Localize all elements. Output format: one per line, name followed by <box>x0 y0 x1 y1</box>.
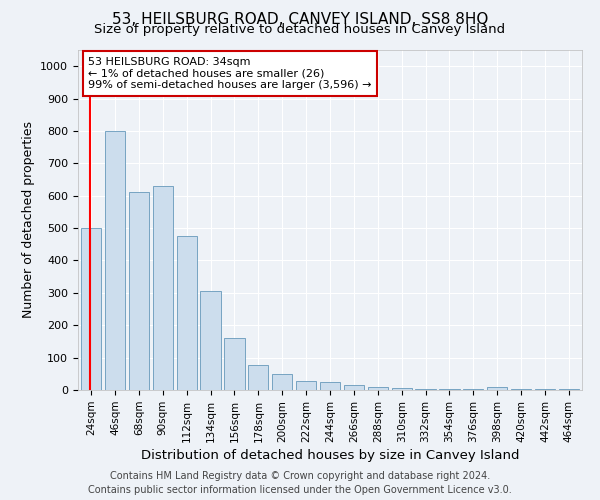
Bar <box>487 387 508 390</box>
Bar <box>105 131 125 390</box>
Text: Contains HM Land Registry data © Crown copyright and database right 2024.
Contai: Contains HM Land Registry data © Crown c… <box>88 471 512 495</box>
Bar <box>392 388 412 390</box>
Bar <box>81 228 101 390</box>
X-axis label: Distribution of detached houses by size in Canvey Island: Distribution of detached houses by size … <box>141 449 519 462</box>
Text: 53, HEILSBURG ROAD, CANVEY ISLAND, SS8 8HQ: 53, HEILSBURG ROAD, CANVEY ISLAND, SS8 8… <box>112 12 488 28</box>
Bar <box>439 389 460 390</box>
Bar <box>248 364 268 390</box>
Bar <box>129 192 149 390</box>
Bar <box>200 291 221 390</box>
Bar <box>224 338 245 390</box>
Bar <box>344 385 364 390</box>
Bar <box>320 382 340 390</box>
Bar <box>272 374 292 390</box>
Bar <box>296 381 316 390</box>
Bar <box>415 389 436 390</box>
Bar <box>152 186 173 390</box>
Bar <box>368 387 388 390</box>
Bar <box>176 236 197 390</box>
Text: Size of property relative to detached houses in Canvey Island: Size of property relative to detached ho… <box>94 22 506 36</box>
Y-axis label: Number of detached properties: Number of detached properties <box>22 122 35 318</box>
Text: 53 HEILSBURG ROAD: 34sqm
← 1% of detached houses are smaller (26)
99% of semi-de: 53 HEILSBURG ROAD: 34sqm ← 1% of detache… <box>88 57 371 90</box>
